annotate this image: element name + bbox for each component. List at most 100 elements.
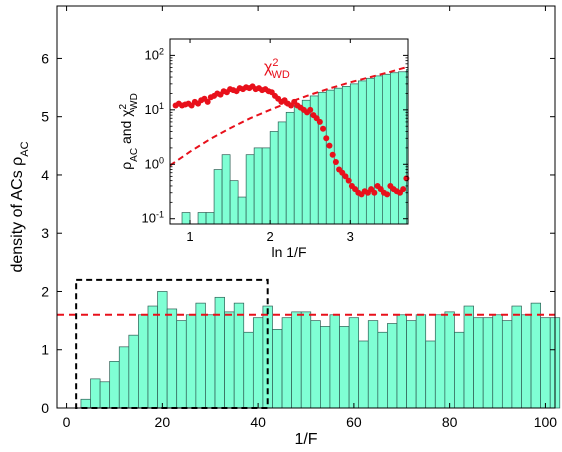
- main-bar: [320, 326, 331, 409]
- chi2-point: [400, 186, 407, 193]
- main-bar: [501, 320, 513, 409]
- chi2-point: [323, 135, 330, 142]
- main-bar: [463, 305, 474, 409]
- chi2-point: [329, 151, 336, 158]
- inset-bar: [349, 83, 359, 225]
- main-bar: [157, 291, 168, 409]
- inset-bar: [398, 71, 407, 225]
- chi2-point: [204, 98, 211, 105]
- main-bar: [185, 314, 197, 409]
- inset-fit-curve: [169, 65, 409, 167]
- main-bar: [540, 317, 551, 409]
- main-bar: [128, 334, 139, 409]
- inset-bar: [365, 77, 375, 225]
- main-y-axis-label-text: density of ACs ρ: [9, 157, 26, 273]
- main-bar: [281, 317, 292, 409]
- main-bar: [492, 314, 503, 409]
- inset-bar: [253, 147, 263, 225]
- inset-bar: [261, 147, 271, 225]
- main-y-axis-label-sub: AC: [19, 141, 31, 156]
- inset-bar: [245, 154, 255, 225]
- main-y-axis-label: density of ACs ρAC: [9, 141, 31, 272]
- inset-y-tick-exp: 0: [159, 155, 164, 165]
- inset-bar: [390, 72, 399, 225]
- inset-y-label-rho-sub: AC: [129, 148, 140, 162]
- chi2-point: [342, 173, 349, 180]
- chi2-label-sup: 2: [272, 57, 278, 69]
- chi2-point: [316, 118, 323, 125]
- main-bar: [176, 320, 187, 409]
- main-bar: [482, 317, 494, 409]
- inset-y-label-mid: and χ: [118, 109, 134, 148]
- inset-bar: [382, 73, 391, 225]
- main-bar: [367, 320, 379, 409]
- inset-y-tick-exp: -1: [156, 210, 164, 220]
- chi2-label-sub: WD: [272, 69, 290, 81]
- inset-x-tick-label: 1: [186, 229, 193, 244]
- main-x-axis-label: 1/F: [294, 431, 317, 448]
- main-x-tick-label: 80: [442, 414, 458, 430]
- main-x-tick-label: 40: [250, 414, 266, 430]
- main-y-tick-label: 0: [41, 400, 49, 416]
- main-bar: [138, 314, 149, 409]
- main-bar: [99, 381, 111, 409]
- inset-y-axis-label: ρAC and χ2WD: [118, 93, 140, 170]
- main-y-tick-label: 4: [41, 167, 49, 183]
- inset-y-tick-label: 102: [145, 46, 164, 62]
- inset-y-tick-base: 10: [145, 156, 159, 171]
- inset-x-tick-label: 3: [347, 229, 354, 244]
- main-bar: [272, 328, 283, 409]
- main-x-tick-label: 20: [155, 414, 171, 430]
- main-x-tick-label: 100: [534, 414, 558, 430]
- main-bar: [415, 314, 427, 409]
- main-bar: [243, 331, 254, 409]
- inset-bar: [229, 180, 239, 225]
- inset-bar: [317, 91, 327, 225]
- main-y-tick-label: 2: [41, 283, 49, 299]
- inset-chi2-points: [172, 83, 410, 198]
- main-bar: [348, 317, 360, 409]
- main-bar: [396, 314, 407, 409]
- main-plot-frame: [56, 5, 556, 409]
- main-bar: [109, 361, 120, 409]
- inset-bar: [357, 80, 367, 225]
- chi2-point: [307, 106, 314, 113]
- inset-x-axis-label: ln 1/F: [271, 244, 306, 260]
- inset-bar: [341, 85, 351, 225]
- inset-y-tick-exp: 2: [159, 46, 164, 56]
- main-bar: [90, 378, 101, 409]
- main-y-ticks: 0 1 2 3 4 5 6: [41, 50, 555, 416]
- main-bar: [118, 346, 130, 409]
- inset-bar: [293, 105, 303, 225]
- chi2-point: [371, 189, 378, 196]
- inset-histogram-bars: [181, 69, 409, 225]
- main-bar: [252, 317, 264, 409]
- main-bar: [300, 311, 312, 409]
- main-bar: [339, 326, 350, 409]
- inset-bar: [269, 131, 279, 225]
- chi2-point: [384, 191, 391, 198]
- main-bar: [291, 311, 302, 409]
- main-bar: [80, 398, 91, 409]
- main-y-tick-label: 6: [41, 50, 49, 66]
- main-bar: [530, 302, 541, 409]
- main-bar: [233, 302, 245, 409]
- inset-y-tick-label: 100: [145, 155, 164, 171]
- inset-bar: [285, 111, 295, 225]
- main-bar: [387, 323, 398, 409]
- main-bar: [521, 314, 532, 409]
- inset-bar: [277, 121, 287, 225]
- inset-bar: [221, 154, 231, 225]
- main-bar: [310, 320, 321, 409]
- inset-x-ticks: 1 2 3: [186, 39, 354, 244]
- main-bar: [195, 302, 206, 409]
- inset-bar: [213, 169, 223, 225]
- inset-bar: [205, 212, 215, 225]
- main-x-ticks: 0 20 40 60 80 100: [63, 6, 558, 430]
- inset-y-tick-label: 10-1: [142, 210, 164, 226]
- main-bar: [425, 340, 436, 409]
- main-bar: [329, 314, 340, 409]
- main-bar: [358, 340, 369, 409]
